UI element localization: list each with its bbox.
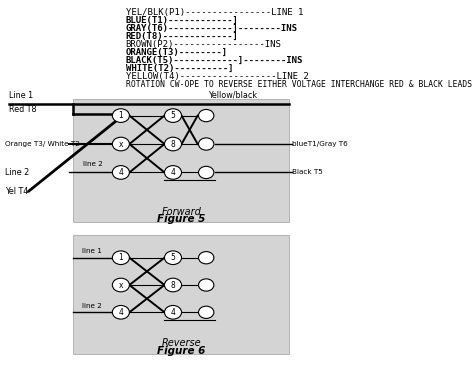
Text: 4: 4 — [118, 168, 123, 177]
Text: Line 2: Line 2 — [5, 168, 29, 177]
Text: ROTATION CW-OPE TO REVERSE EITHER VOLTAGE INTERCHANGE RED & BLACK LEADS.: ROTATION CW-OPE TO REVERSE EITHER VOLTAG… — [126, 80, 474, 89]
Text: line 2: line 2 — [83, 161, 103, 167]
Text: Reverse: Reverse — [162, 338, 201, 348]
FancyBboxPatch shape — [73, 99, 289, 222]
Text: ORANGE(T3)--------]: ORANGE(T3)--------] — [126, 48, 228, 57]
Text: Yel T4: Yel T4 — [5, 187, 28, 196]
Text: 4: 4 — [171, 308, 175, 317]
Circle shape — [112, 166, 129, 179]
Text: BROWN(P2)-----------------INS: BROWN(P2)-----------------INS — [126, 40, 282, 49]
Text: 5: 5 — [171, 253, 175, 262]
Text: 8: 8 — [171, 139, 175, 149]
Circle shape — [112, 137, 129, 151]
Text: GRAY(T6)------------]--------INS: GRAY(T6)------------]--------INS — [126, 24, 298, 33]
Text: line 2: line 2 — [82, 302, 101, 309]
Circle shape — [112, 109, 129, 122]
Text: YEL/BLK(P1)----------------LINE 1: YEL/BLK(P1)----------------LINE 1 — [126, 8, 303, 17]
Text: 8: 8 — [171, 280, 175, 290]
Circle shape — [199, 306, 214, 318]
Circle shape — [199, 166, 214, 179]
Circle shape — [164, 305, 182, 319]
Text: x: x — [118, 280, 123, 290]
Text: Orange T3/ White T2: Orange T3/ White T2 — [5, 141, 80, 147]
Text: Line 1: Line 1 — [9, 91, 34, 100]
Circle shape — [164, 251, 182, 265]
Text: BLUE(T1)------------]: BLUE(T1)------------] — [126, 16, 238, 25]
Circle shape — [199, 279, 214, 291]
FancyBboxPatch shape — [73, 235, 289, 354]
Circle shape — [112, 305, 129, 319]
Circle shape — [164, 278, 182, 292]
Text: line 1: line 1 — [82, 248, 101, 254]
Text: Black T5: Black T5 — [292, 169, 323, 175]
Text: Yellow/black: Yellow/black — [209, 91, 258, 100]
Text: 1: 1 — [118, 111, 123, 120]
Circle shape — [164, 109, 182, 122]
Circle shape — [199, 252, 214, 264]
Text: Figure 5: Figure 5 — [157, 214, 206, 224]
Text: YELLOW(T4)------------------LINE 2: YELLOW(T4)------------------LINE 2 — [126, 72, 309, 81]
Text: WHITE(T2)----------]: WHITE(T2)----------] — [126, 64, 233, 73]
Text: 4: 4 — [171, 168, 175, 177]
Text: 5: 5 — [171, 111, 175, 120]
Text: Forward: Forward — [161, 207, 201, 217]
Text: 4: 4 — [118, 308, 123, 317]
Text: 1: 1 — [118, 253, 123, 262]
Circle shape — [164, 137, 182, 151]
Circle shape — [112, 251, 129, 265]
Text: Red T8: Red T8 — [9, 105, 37, 114]
Text: blueT1/Gray T6: blueT1/Gray T6 — [292, 141, 348, 147]
Circle shape — [199, 138, 214, 150]
Text: Figure 6: Figure 6 — [157, 346, 206, 356]
Text: x: x — [118, 139, 123, 149]
Circle shape — [112, 278, 129, 292]
Text: BLACK(T5)------------]--------INS: BLACK(T5)------------]--------INS — [126, 56, 303, 65]
Text: RED(T8)-------------]: RED(T8)-------------] — [126, 32, 238, 41]
Circle shape — [199, 110, 214, 122]
Circle shape — [164, 166, 182, 179]
